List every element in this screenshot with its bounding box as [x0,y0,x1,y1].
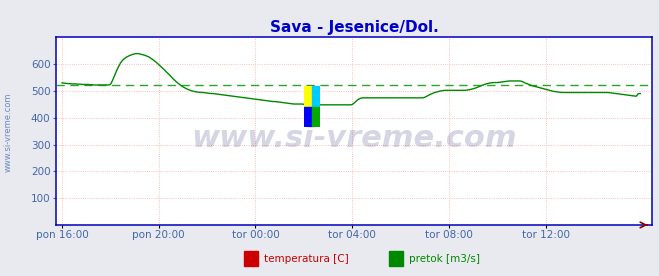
Text: pretok [m3/s]: pretok [m3/s] [409,254,480,264]
Bar [304,86,312,107]
Bar [312,107,320,127]
Text: www.si-vreme.com: www.si-vreme.com [3,93,13,172]
Text: temperatura [C]: temperatura [C] [264,254,349,264]
Title: Sava - Jesenice/Dol.: Sava - Jesenice/Dol. [270,20,439,35]
Text: www.si-vreme.com: www.si-vreme.com [191,124,517,153]
Bar [312,86,320,107]
Bar [304,107,312,127]
